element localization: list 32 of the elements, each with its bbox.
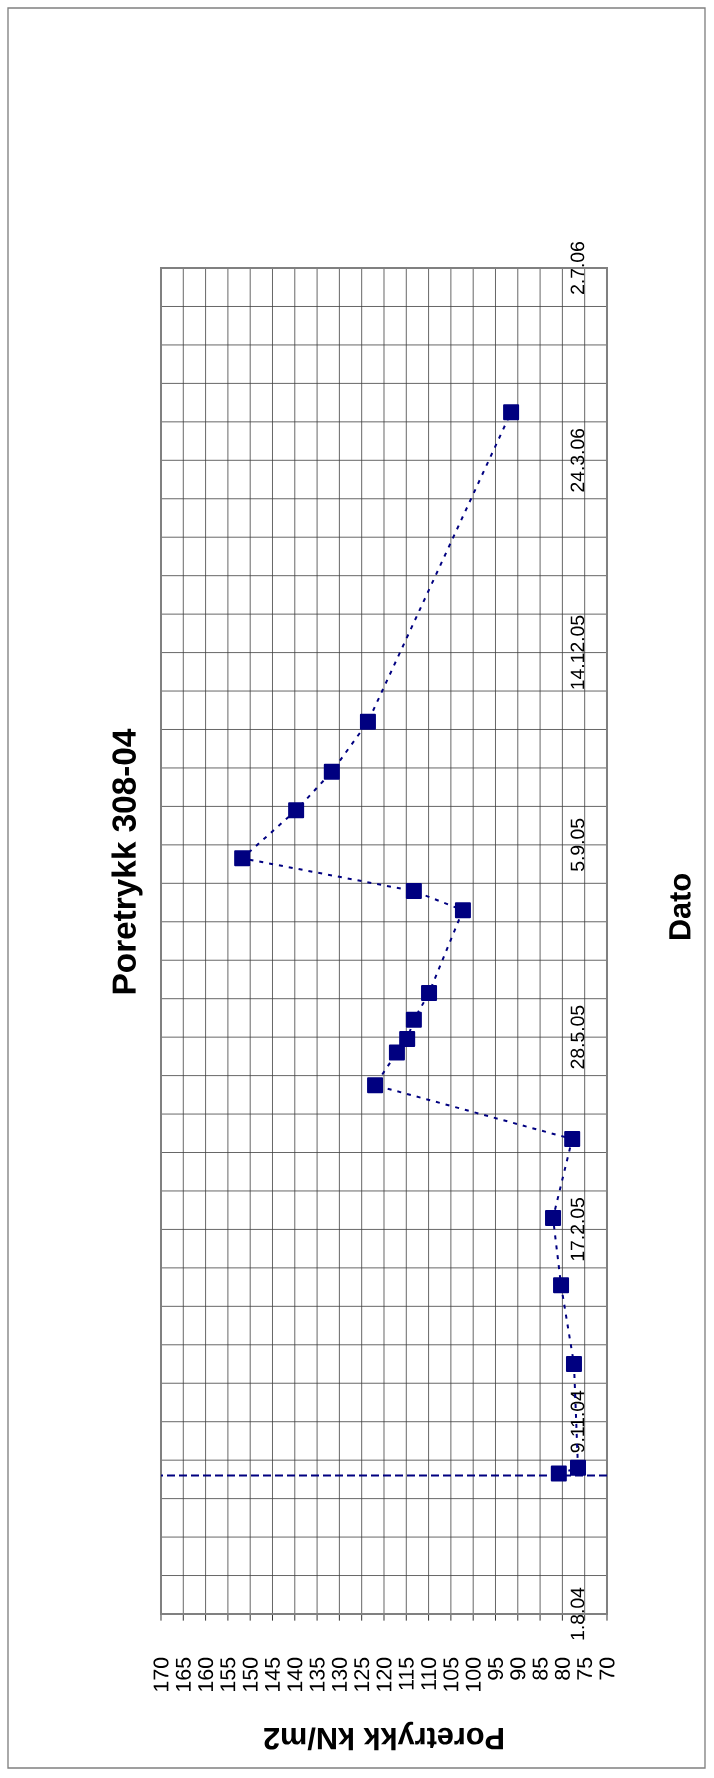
x-tick-label: 85 xyxy=(532,1657,548,1680)
x-tick-label: 120 xyxy=(376,1657,392,1691)
x-tick-label: 125 xyxy=(354,1657,370,1691)
x-tick-label: 75 xyxy=(577,1657,593,1680)
x-tick-label: 155 xyxy=(220,1657,236,1691)
x-tick-label: 170 xyxy=(153,1657,169,1691)
y-tick-label: 2.7.06 xyxy=(570,242,585,294)
x-tick-label: 110 xyxy=(421,1657,437,1690)
x-tick-label: 150 xyxy=(242,1657,258,1691)
y-tick-label: 1.8.04 xyxy=(570,1587,585,1640)
x-tick-label: 145 xyxy=(265,1657,280,1691)
x-tick-label: 70 xyxy=(599,1657,615,1680)
y-tick-label: 9.11.04 xyxy=(570,1390,585,1453)
x-tick-label: 130 xyxy=(331,1657,347,1691)
x-tick-label: 90 xyxy=(510,1657,526,1680)
x-tick-label: 140 xyxy=(287,1657,303,1691)
y-tick-label: 5.9.05 xyxy=(570,818,585,871)
x-tick-label: 160 xyxy=(198,1657,214,1691)
text: Poretrykk 308-04 xyxy=(111,728,143,994)
x-tick-label: 95 xyxy=(487,1657,504,1680)
y-tick-label: 24.3.06 xyxy=(570,428,585,492)
y-axis-title: Dato xyxy=(669,874,691,940)
x-tick-label: 135 xyxy=(309,1657,325,1691)
x-tick-label: 115 xyxy=(398,1657,414,1690)
x-tick-label: 80 xyxy=(554,1657,570,1680)
x-tick-label: 100 xyxy=(465,1657,481,1691)
x-tick-label: 165 xyxy=(175,1657,191,1691)
y-tick-label: 14.12.05 xyxy=(570,615,585,689)
x-tick-label: 105 xyxy=(443,1657,459,1691)
x-axis-title: Poretrykk kN/m2 xyxy=(264,1721,503,1751)
y-tick-label: 28.5.05 xyxy=(570,1005,585,1069)
y-tick-label: 17.2.05 xyxy=(570,1197,585,1261)
